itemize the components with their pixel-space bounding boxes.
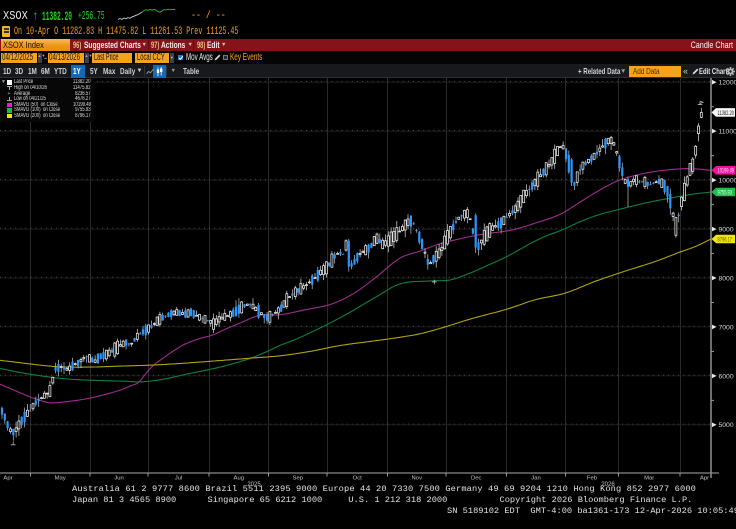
svg-text:12000: 12000 — [719, 80, 736, 87]
svg-text:Jul: Jul — [175, 476, 183, 482]
svg-text:9000: 9000 — [719, 227, 734, 234]
svg-text:Aug: Aug — [234, 476, 244, 482]
svg-text:May: May — [55, 476, 66, 482]
svg-text:10000: 10000 — [719, 178, 736, 185]
svg-text:10199.49: 10199.49 — [718, 168, 735, 175]
svg-text:7000: 7000 — [719, 324, 734, 331]
svg-text:Nov: Nov — [412, 476, 423, 482]
svg-text:11382.20: 11382.20 — [718, 110, 735, 117]
svg-text:Jun: Jun — [114, 476, 124, 482]
svg-text:Apr: Apr — [700, 476, 709, 482]
svg-text:6000: 6000 — [719, 373, 734, 380]
svg-text:Sep: Sep — [293, 476, 304, 482]
svg-text:8000: 8000 — [719, 275, 734, 282]
svg-text:11000: 11000 — [719, 129, 736, 136]
svg-text:5000: 5000 — [719, 422, 734, 429]
svg-text:9755.93: 9755.93 — [718, 189, 733, 196]
svg-text:Jan: Jan — [531, 476, 541, 482]
svg-text:2025: 2025 — [247, 482, 261, 488]
svg-text:8796.17: 8796.17 — [718, 236, 733, 243]
svg-text:Apr: Apr — [3, 476, 12, 482]
svg-text:2026: 2026 — [601, 482, 615, 488]
svg-text:Dec: Dec — [471, 476, 482, 482]
svg-text:Mar: Mar — [644, 476, 654, 482]
svg-text:Oct: Oct — [353, 476, 363, 482]
svg-text:Feb: Feb — [587, 476, 598, 482]
